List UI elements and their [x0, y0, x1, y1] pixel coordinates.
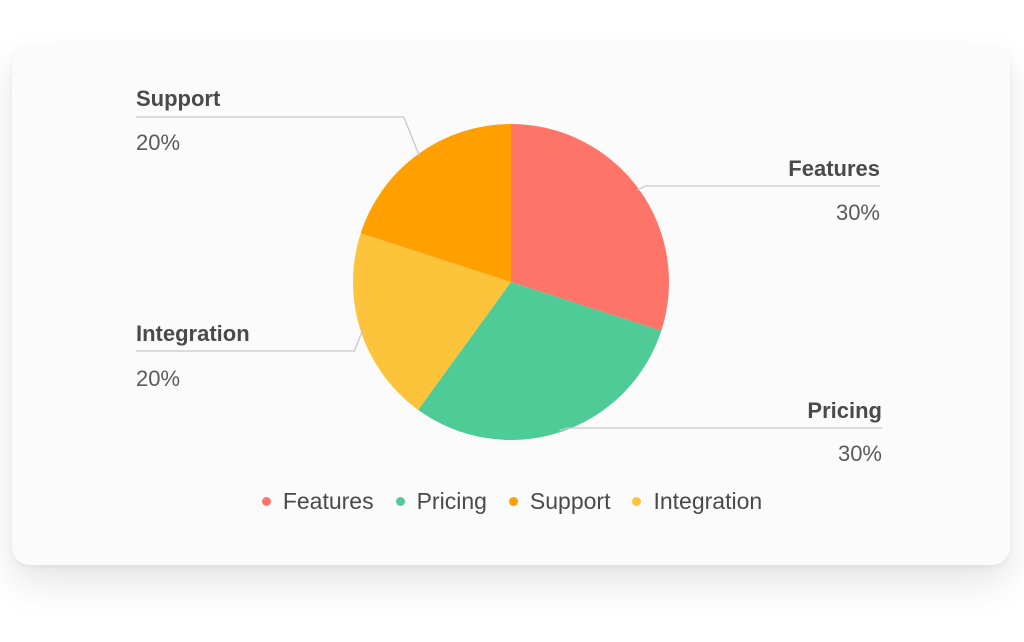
legend-swatch-pricing [395, 497, 405, 506]
slice-value-integration: 20% [136, 366, 180, 391]
slice-value-features: 30% [836, 200, 880, 225]
leader-line-integration [136, 329, 364, 352]
legend-label-features: Features [282, 488, 374, 514]
legend-item-integration[interactable]: Integration [632, 488, 762, 515]
slice-label-integration: Integration [136, 321, 250, 346]
legend-swatch-integration [632, 497, 642, 506]
legend-item-pricing[interactable]: Pricing [395, 488, 487, 515]
legend: Features Pricing Support Integration [0, 488, 1024, 515]
leader-line-pricing [559, 427, 882, 431]
pie-slices [353, 124, 669, 440]
legend-swatch-features [261, 497, 271, 506]
leader-line-support [136, 116, 420, 157]
pie-slice-pricing[interactable] [418, 282, 662, 440]
legend-item-support[interactable]: Support [508, 488, 611, 515]
legend-label-integration: Integration [653, 488, 763, 514]
pie-slice-features[interactable] [511, 124, 669, 331]
slice-label-pricing: Pricing [807, 398, 882, 423]
pie-slice-support[interactable] [360, 124, 511, 282]
legend-label-pricing: Pricing [416, 488, 487, 514]
slice-label-features: Features [788, 156, 880, 181]
pie-slice-integration[interactable] [353, 233, 511, 410]
leader-lines [136, 116, 882, 431]
slice-label-support: Support [136, 86, 221, 111]
leader-line-features [636, 185, 880, 191]
legend-swatch-support [508, 497, 518, 506]
slice-value-pricing: 30% [838, 441, 882, 466]
legend-label-support: Support [529, 488, 611, 514]
slice-value-support: 20% [136, 130, 180, 155]
slice-labels: Features 30% Pricing 30% Integration 20% Suppo… [136, 86, 882, 466]
legend-item-features[interactable]: Features [261, 488, 374, 515]
